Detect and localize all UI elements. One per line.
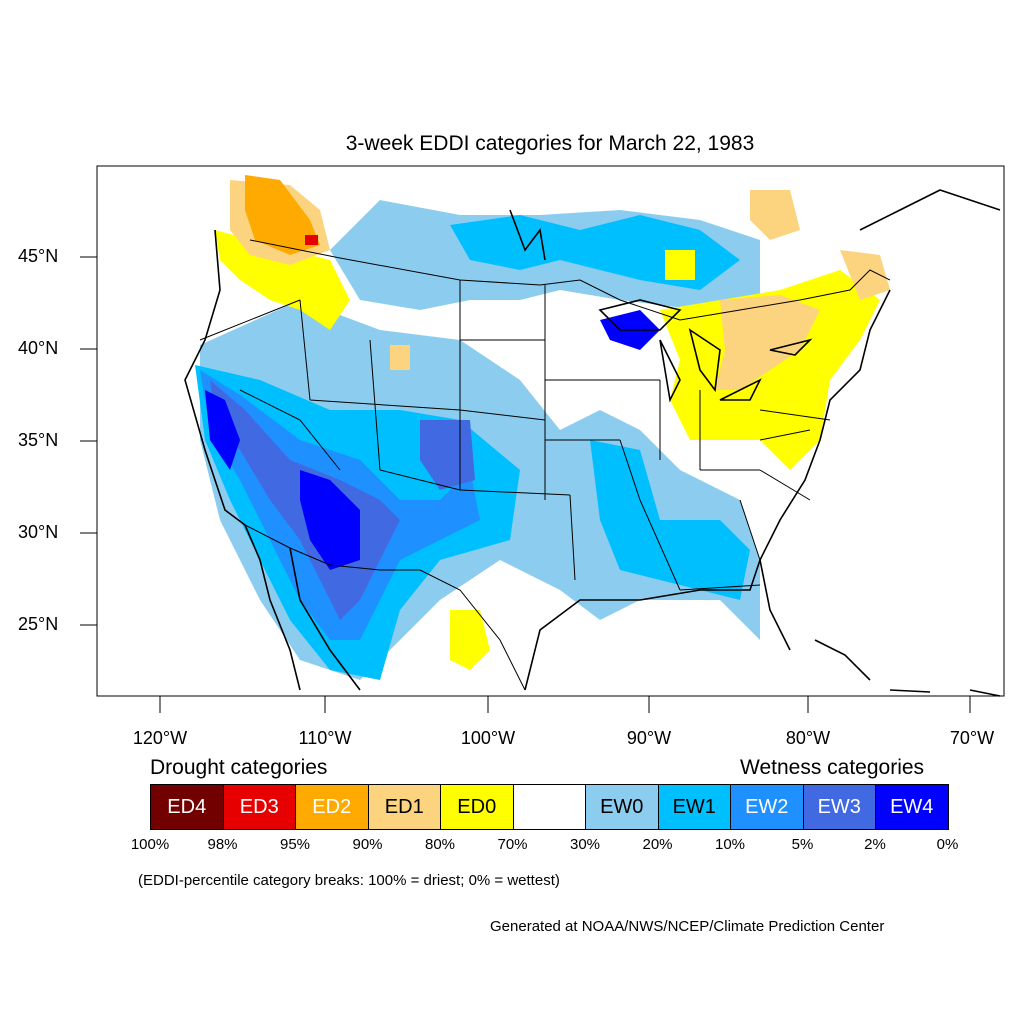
legend-box-ed4: ED4 — [150, 784, 224, 830]
ew4-arizona — [300, 470, 360, 570]
legend-box-ew4: EW4 — [875, 784, 949, 830]
lat-label-45: 45°N — [18, 246, 59, 266]
break-label: 5% — [791, 836, 814, 853]
lon-label-120: 120°W — [132, 728, 188, 748]
coastline-west — [184, 229, 246, 526]
ew4-california — [205, 390, 240, 470]
lon-label-90: 90°W — [626, 728, 672, 748]
credit-line: Generated at NOAA/NWS/NCEP/Climate Predi… — [490, 918, 885, 935]
map-title: 3-week EDDI categories for March 22, 198… — [345, 132, 755, 155]
break-label: 80% — [424, 836, 456, 853]
ed0-pnw — [215, 230, 350, 330]
map-frame — [96, 165, 1005, 697]
coastline-east — [759, 289, 891, 651]
break-label: 2% — [864, 836, 886, 853]
boundary-layer — [184, 189, 1001, 697]
data-layer — [195, 175, 890, 680]
lon-label-80: 80°W — [785, 728, 831, 748]
lat-label-40: 40°N — [18, 338, 59, 358]
axis-ticks — [80, 256, 971, 713]
great-lakes — [598, 299, 813, 403]
us-mexico-border — [244, 524, 526, 691]
legend-box-ed1: ED1 — [367, 784, 441, 830]
legend-box-ed2: ED2 — [295, 784, 369, 830]
state-lines-central — [459, 285, 681, 591]
ed0-quebec — [665, 250, 695, 280]
lon-label-70: 70°W — [949, 728, 995, 748]
legend-box-normal — [512, 784, 586, 830]
wetness-heading: Wetness categories — [740, 756, 925, 779]
lat-label-25: 25°N — [18, 614, 59, 634]
legend-box-ew2: EW2 — [730, 784, 804, 830]
ew1-southeast — [590, 440, 750, 600]
break-label: 0% — [936, 836, 959, 853]
break-label: 90% — [352, 836, 383, 853]
lon-label-100: 100°W — [460, 728, 516, 748]
break-label: 10% — [714, 836, 746, 853]
state-lines-west — [199, 280, 461, 491]
ew3-colorado — [420, 420, 475, 490]
coastline-gulf — [524, 559, 761, 691]
break-label: 95% — [279, 836, 311, 853]
category-break-note: (EDDI-percentile category breaks: 100% =… — [138, 872, 560, 889]
legend-box-ew0: EW0 — [585, 784, 659, 830]
break-label: 70% — [497, 836, 528, 853]
ed0-texas — [450, 610, 490, 670]
coastline-baja — [244, 524, 361, 691]
break-label: 100% — [130, 836, 170, 853]
ed1-greatlakes — [715, 295, 820, 390]
legend-box-ed3: ED3 — [222, 784, 296, 830]
lon-label-110: 110°W — [298, 728, 352, 748]
legend-box-ed0: ED0 — [440, 784, 514, 830]
state-lines-east — [659, 380, 831, 591]
drought-heading: Drought categories — [150, 756, 328, 779]
break-label: 20% — [642, 836, 673, 853]
legend-box-ew3: EW3 — [802, 784, 876, 830]
ed1-ontario — [750, 190, 800, 240]
break-label: 30% — [569, 836, 601, 853]
ed2-pnw — [245, 175, 320, 255]
us-canada-border — [249, 239, 891, 321]
legend-color-bar: ED4 ED3 ED2 ED1 ED0 EW0 EW1 EW2 EW3 EW4 — [150, 784, 949, 830]
lat-label-35: 35°N — [18, 430, 59, 450]
hudson-coast — [509, 189, 1001, 261]
caribbean-islands — [814, 639, 1001, 697]
lat-label-30: 30°N — [18, 522, 59, 542]
ed1-montana — [390, 345, 410, 370]
legend-box-ew1: EW1 — [657, 784, 731, 830]
break-label: 98% — [207, 836, 238, 853]
ed3-pnw — [305, 235, 318, 245]
